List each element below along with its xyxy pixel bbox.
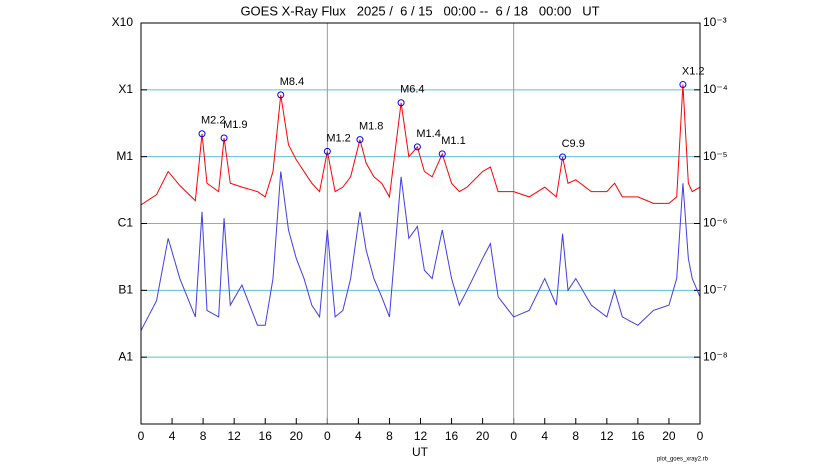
x-tick-label: 20: [290, 429, 304, 443]
y-tick-label: C1: [118, 216, 134, 230]
y-tick-label: X1: [118, 82, 133, 96]
flare-marker: [356, 136, 364, 144]
x-tick-label: 0: [324, 429, 331, 443]
y2-tick-label: 10⁻⁷: [703, 283, 727, 297]
flare-marker: [323, 147, 331, 155]
flare-label: M1.8: [359, 121, 383, 133]
flare-label: M1.9: [223, 119, 247, 131]
flare-label: X1.2: [682, 65, 705, 77]
plot-frame: [140, 22, 701, 425]
footer: plot_goes_xray2.rb: [657, 457, 709, 463]
chart-title: GOES X-Ray Flux 2025 / 6 / 15 00:00 -- 6…: [240, 3, 599, 18]
flare-marker: [679, 81, 687, 89]
x-tick-label: 12: [600, 429, 614, 443]
y-tick-label: A1: [118, 349, 133, 363]
flare-label: M6.4: [400, 84, 424, 96]
y2-tick-label: 10⁻⁵: [703, 149, 728, 163]
x-tick-label: 16: [259, 429, 273, 443]
y-tick-label: X10: [112, 15, 134, 29]
x-tick-label: 8: [386, 429, 393, 443]
x-tick-label: 8: [200, 429, 207, 443]
x-tick-label: 20: [662, 429, 676, 443]
flare-marker: [397, 99, 405, 107]
flare-label: C9.9: [562, 138, 585, 150]
flare-marker: [198, 130, 206, 138]
y2-tick-label: 10⁻⁶: [703, 216, 728, 230]
x-tick-label: 0: [138, 429, 145, 443]
x-tick-label: 4: [169, 429, 176, 443]
x-tick-label: 0: [697, 429, 704, 443]
x-tick-label: 16: [631, 429, 645, 443]
flare-marker: [277, 91, 285, 99]
x-tick-label: 16: [445, 429, 459, 443]
y-tick-label: B1: [118, 283, 133, 297]
x-tick-label: 4: [541, 429, 548, 443]
series-line: [140, 171, 701, 331]
flare-marker: [559, 153, 567, 161]
flare-marker: [413, 143, 421, 151]
flare-marker: [220, 134, 228, 142]
x-tick-label: 4: [355, 429, 362, 443]
x-tick-label: 12: [414, 429, 428, 443]
flare-label: M2.2: [201, 115, 225, 127]
x-axis-label: UT: [412, 445, 429, 459]
x-tick-label: 0: [510, 429, 517, 443]
y2-tick-label: 10⁻⁸: [703, 349, 728, 363]
flare-label: M1.2: [326, 132, 350, 144]
x-tick-label: 12: [227, 429, 241, 443]
flare-label: M1.4: [416, 128, 440, 140]
flare-label: M1.1: [441, 135, 465, 147]
x-tick-label: 8: [572, 429, 579, 443]
flare-marker: [438, 150, 446, 158]
y-tick-label: M1: [116, 149, 133, 163]
x-tick-label: 20: [476, 429, 490, 443]
y2-tick-label: 10⁻³: [703, 15, 727, 29]
series-line: [140, 84, 701, 206]
flare-label: M8.4: [280, 76, 304, 88]
y2-tick-label: 10⁻⁴: [703, 82, 728, 96]
